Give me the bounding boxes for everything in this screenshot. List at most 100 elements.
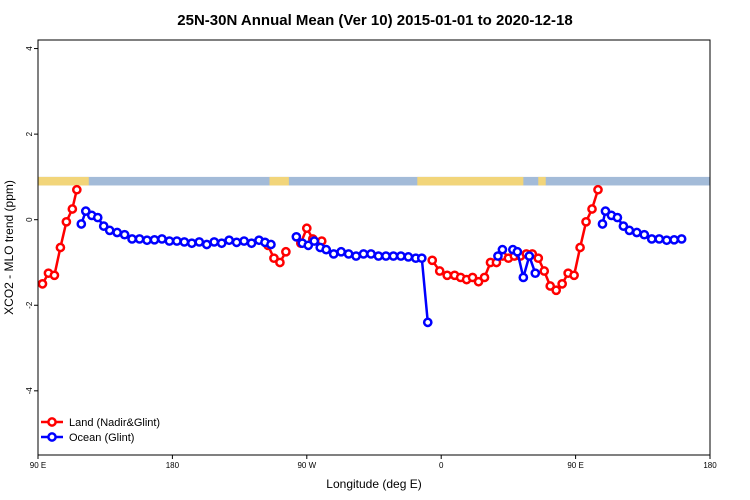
land-band-span [38,176,89,186]
legend-label: Ocean (Glint) [69,432,134,444]
x-tick-label: 180 [703,461,717,470]
data-point [231,237,242,248]
series-0 [37,184,603,296]
data-point [266,239,276,250]
data-point [422,317,433,328]
data-point [416,253,427,264]
ocean-band [38,176,710,186]
data-point [366,249,376,259]
data-point [291,231,302,242]
data-point [67,204,78,214]
data-point [309,236,320,246]
data-point [201,239,212,250]
data-point [618,221,629,231]
data-point [76,219,87,229]
y-tick-label: 2 [25,131,34,136]
x-axis-label: Longitude (deg E) [326,477,421,491]
data-point [467,272,478,283]
data-point [224,235,234,246]
data-point [676,234,687,244]
data-point [518,272,529,283]
data-point [530,268,541,279]
x-tick-label: 180 [166,461,180,470]
data-point [186,238,197,249]
data-point [396,251,406,261]
land-band-span [269,176,289,186]
data-point [281,246,291,257]
data-point [631,227,642,238]
data-point [533,253,544,264]
data-point [194,237,205,247]
data-point [497,244,508,255]
land-sea-band [38,176,710,186]
legend-marker [47,417,57,427]
y-tick-label: 4 [25,46,34,51]
data-point [597,219,608,229]
data-point [321,244,332,255]
data-point [164,236,175,246]
data-point [539,266,550,276]
data-point [442,270,453,281]
data-point [275,257,285,268]
data-point [179,237,190,247]
data-point [388,251,399,261]
series-1 [76,206,687,328]
data-point [92,212,103,223]
data-point [669,234,680,245]
data-point [593,184,603,195]
data-point [557,279,568,289]
x-tick-label: 0 [439,461,444,470]
land-band-span [538,176,546,186]
data-point [269,253,279,264]
legend: Land (Nadir&Glint) Ocean (Glint) [41,417,160,444]
data-point [71,184,82,195]
data-point [80,206,91,216]
data-point [493,251,503,261]
series-layer [37,184,687,328]
data-point [373,251,384,261]
data-point [600,206,611,216]
data-point [473,276,484,287]
data-point [55,242,66,253]
axes: 90 E 180 90 W 0 90 E 180 -4 -2 0 2 4 [25,46,717,470]
y-tick-label: 0 [25,217,34,222]
data-point [351,251,361,261]
data-point [403,252,414,262]
data-point [587,204,597,214]
land-band-span [417,176,524,186]
data-point [434,266,445,276]
legend-marker [47,432,57,442]
data-point [612,212,623,223]
data-point [303,240,314,251]
data-point [149,234,160,245]
x-tick-label: 90 W [297,461,316,470]
x-tick-label: 90 E [567,461,583,470]
data-point [112,227,122,238]
data-point [239,236,249,246]
data-point [569,270,579,281]
data-point [246,238,257,249]
data-point [575,242,585,253]
data-point [524,251,535,261]
data-point [172,236,182,246]
data-point [343,249,354,259]
data-point [427,255,438,266]
data-point [119,229,130,240]
data-point [209,237,220,247]
data-point [639,229,650,240]
x-tick-label: 90 E [30,461,46,470]
data-point [157,234,167,244]
data-point [37,279,48,289]
data-point [336,246,346,257]
data-point [98,221,109,231]
legend-label: Land (Nadir&Glint) [69,417,160,429]
y-tick-label: -4 [25,387,34,395]
data-point [545,281,556,291]
data-point [216,238,227,249]
chart-title: 25N-30N Annual Mean (Ver 10) 2015-01-01 … [177,12,572,29]
data-point [624,225,635,236]
data-point [127,234,137,244]
data-point [358,249,369,259]
